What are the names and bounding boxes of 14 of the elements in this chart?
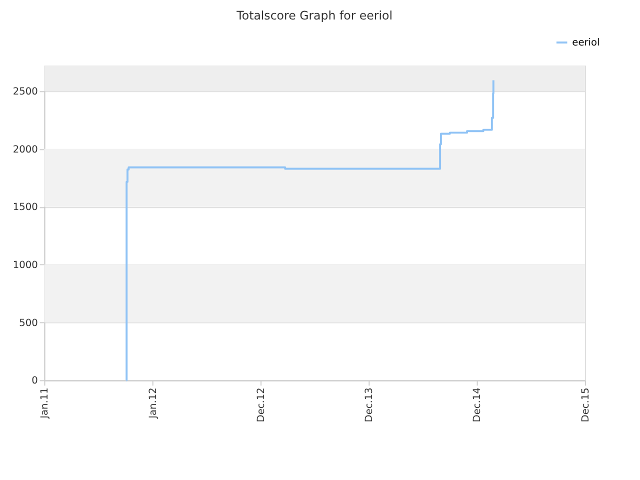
x-tick-label: Jan.11 (40, 388, 51, 420)
chart-title: Totalscore Graph for eeriol (236, 8, 393, 22)
y-tick-label: 1500 (12, 202, 38, 214)
y-tick-label: 2500 (12, 86, 38, 98)
x-tick-label: Dec.14 (472, 388, 484, 422)
y-tick-label: 2000 (12, 144, 38, 156)
y-tick-label: 1000 (12, 260, 38, 271)
legend-label: eeriol (572, 37, 600, 48)
x-tick-label: Jan.12 (148, 388, 159, 420)
x-tick-label: Dec.12 (256, 388, 267, 422)
x-tick-label: Dec.15 (580, 388, 592, 422)
x-tick-label: Dec.13 (364, 388, 376, 422)
y-tick-label: 0 (32, 376, 38, 387)
y-tick-label: 500 (19, 318, 38, 329)
